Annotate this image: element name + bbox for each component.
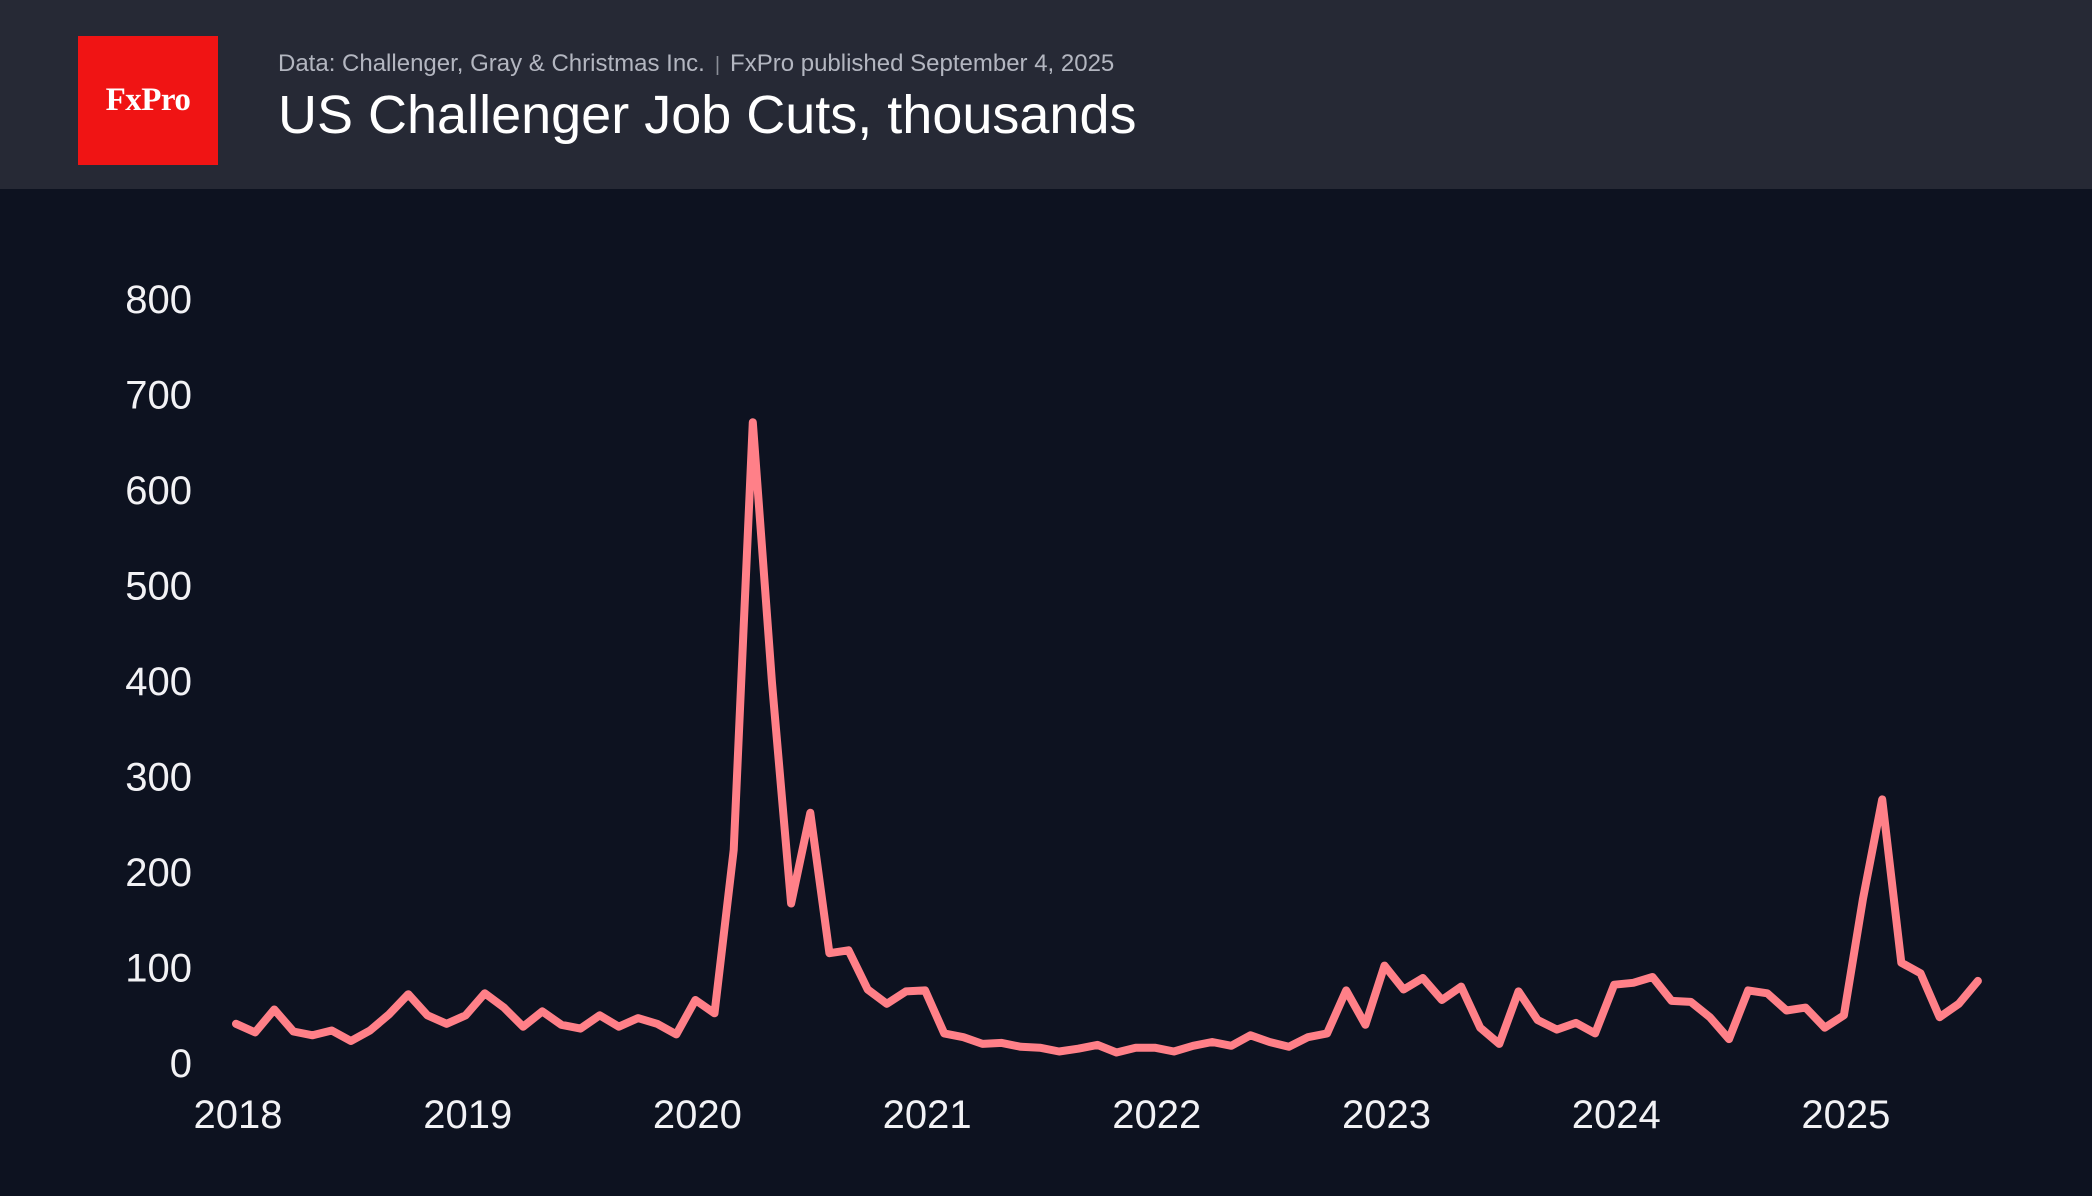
y-tick-label: 100	[125, 947, 192, 991]
y-tick-label: 400	[125, 660, 192, 704]
fxpro-logo: FxPro	[78, 36, 218, 165]
y-axis: 0 100 200 300 400 500 600 700 800	[125, 278, 192, 1086]
logo-text: FxPro	[105, 82, 191, 118]
x-axis: 2018 2019 2020 2021 2022 2023 2024 2025	[194, 1093, 1891, 1137]
x-tick-label: 2024	[1572, 1093, 1661, 1137]
y-tick-label: 300	[125, 756, 192, 800]
x-tick-label: 2021	[883, 1093, 972, 1137]
y-tick-label: 600	[125, 469, 192, 513]
publish-info: FxPro published September 4, 2025	[730, 50, 1115, 77]
job-cuts-series-line	[232, 418, 1982, 1057]
header-bar: FxPro Data: Challenger, Gray & Christmas…	[0, 0, 2092, 189]
data-source: Data: Challenger, Gray & Christmas Inc.	[278, 50, 705, 77]
x-tick-label: 2020	[653, 1093, 742, 1137]
y-tick-label: 500	[125, 565, 192, 609]
source-separator: |	[714, 54, 721, 76]
x-tick-label: 2022	[1112, 1093, 1201, 1137]
source-line: Data: Challenger, Gray & Christmas Inc. |…	[278, 50, 1114, 78]
y-tick-label: 200	[125, 851, 192, 895]
y-tick-label: 0	[170, 1042, 192, 1086]
x-tick-label: 2023	[1342, 1093, 1431, 1137]
chart-title: US Challenger Job Cuts, thousands	[278, 85, 1137, 145]
y-tick-label: 800	[125, 278, 192, 322]
series-group	[232, 418, 1982, 1057]
x-tick-label: 2018	[194, 1093, 283, 1137]
x-tick-label: 2025	[1801, 1093, 1890, 1137]
x-tick-label: 2019	[423, 1093, 512, 1137]
y-tick-label: 700	[125, 374, 192, 418]
